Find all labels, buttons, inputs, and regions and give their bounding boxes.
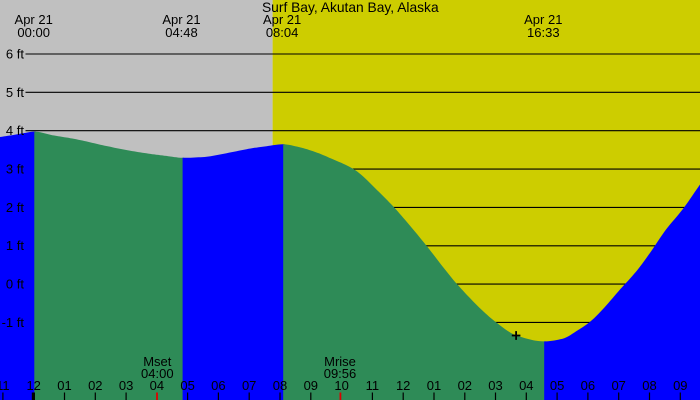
svg-text:12: 12 [396, 378, 410, 393]
svg-text:08: 08 [273, 378, 287, 393]
svg-text:6 ft: 6 ft [6, 47, 24, 62]
svg-text:Apr 21: Apr 21 [263, 12, 301, 27]
svg-text:02: 02 [88, 378, 102, 393]
svg-text:11: 11 [0, 378, 10, 393]
svg-text:04:48: 04:48 [165, 25, 198, 40]
svg-text:09: 09 [304, 378, 318, 393]
svg-text:Apr 21: Apr 21 [524, 12, 562, 27]
svg-text:Mset: Mset [143, 354, 172, 369]
svg-text:5 ft: 5 ft [6, 85, 24, 100]
svg-text:Surf Bay, Akutan Bay, Alaska: Surf Bay, Akutan Bay, Alaska [262, 0, 439, 15]
svg-text:4 ft: 4 ft [6, 123, 24, 138]
svg-text:Mrise: Mrise [324, 354, 356, 369]
svg-text:01: 01 [57, 378, 71, 393]
svg-text:3 ft: 3 ft [6, 162, 24, 177]
svg-text:08:04: 08:04 [266, 25, 299, 40]
svg-text:Apr 21: Apr 21 [15, 12, 53, 27]
svg-text:04:00: 04:00 [141, 366, 174, 381]
svg-text:08: 08 [642, 378, 656, 393]
svg-text:09: 09 [673, 378, 687, 393]
svg-text:01: 01 [427, 378, 441, 393]
svg-text:16:33: 16:33 [527, 25, 560, 40]
svg-text:04: 04 [150, 378, 164, 393]
svg-text:12: 12 [26, 378, 40, 393]
svg-text:06: 06 [581, 378, 595, 393]
svg-text:03: 03 [119, 378, 133, 393]
svg-text:09:56: 09:56 [324, 366, 357, 381]
svg-text:00:00: 00:00 [17, 25, 50, 40]
svg-text:2 ft: 2 ft [6, 200, 24, 215]
svg-text:Apr 21: Apr 21 [162, 12, 200, 27]
svg-text:04: 04 [519, 378, 533, 393]
svg-text:10: 10 [334, 378, 348, 393]
svg-text:02: 02 [458, 378, 472, 393]
svg-text:07: 07 [242, 378, 256, 393]
svg-text:07: 07 [611, 378, 625, 393]
svg-text:03: 03 [488, 378, 502, 393]
svg-text:06: 06 [211, 378, 225, 393]
svg-text:05: 05 [180, 378, 194, 393]
svg-text:11: 11 [366, 378, 380, 393]
svg-text:0 ft: 0 ft [6, 277, 24, 292]
svg-text:1 ft: 1 ft [6, 238, 24, 253]
svg-text:-1 ft: -1 ft [2, 315, 25, 330]
svg-text:05: 05 [550, 378, 564, 393]
